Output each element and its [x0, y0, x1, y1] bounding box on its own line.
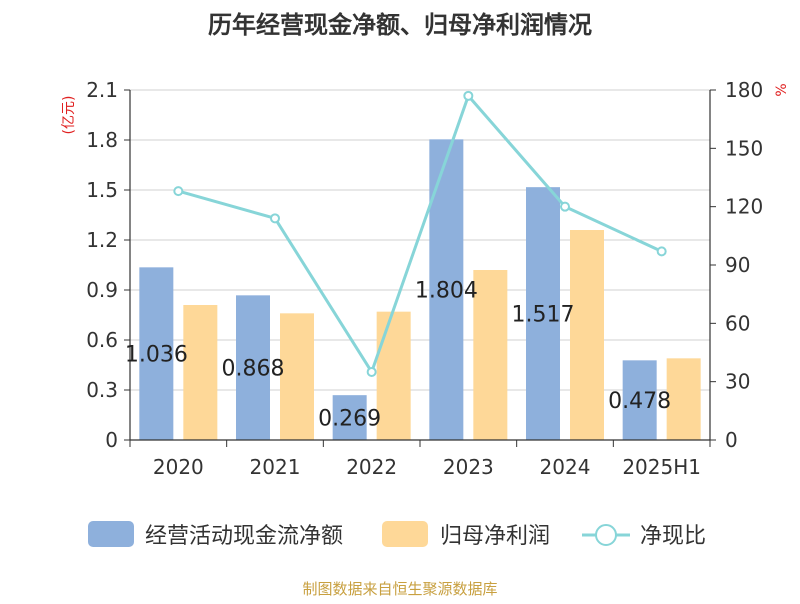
left-axis-tick-label: 1.5: [86, 178, 118, 202]
left-axis-unit: (亿元): [61, 96, 77, 135]
source-note: 制图数据来自恒生聚源数据库: [302, 580, 497, 598]
legend-label: 归母净利润: [440, 524, 550, 549]
bars-layer: [139, 139, 701, 441]
x-axis-tick-label: 2024: [540, 455, 591, 479]
right-axis-tick-label: 0: [725, 428, 738, 452]
left-axis-tick-label: 0.9: [86, 278, 118, 302]
right-axis-unit: %: [774, 83, 790, 96]
data-label: 0.269: [318, 407, 381, 432]
left-axis-tick-label: 2.1: [86, 78, 118, 102]
right-axis-tick-label: 120: [725, 195, 763, 219]
bar-net-profit: [183, 305, 218, 440]
grid-lines: [130, 89, 710, 441]
left-axis-tick-label: 0.6: [86, 328, 118, 352]
line-point: [560, 201, 570, 212]
data-label: 1.804: [415, 279, 478, 304]
bar-net-profit: [666, 358, 701, 440]
bar-net-profit: [473, 270, 508, 440]
right-axis-tick-label: 90: [725, 253, 750, 277]
x-axis-tick-label: 2022: [346, 455, 397, 479]
bar-operating-cashflow: [236, 295, 270, 440]
line-net-cash-ratio: [177, 92, 663, 376]
bar-net-profit: [376, 311, 411, 440]
bar-net-profit: [280, 313, 314, 440]
line-series-layer: [173, 90, 667, 377]
chart-title: 历年经营现金净额、归母净利润情况: [208, 11, 592, 39]
right-axis-tick-label: 30: [725, 370, 750, 394]
left-axis-tick-label: 0: [105, 428, 118, 452]
bar-operating-cashflow: [332, 395, 367, 440]
left-axis-tick-label: 0.3: [86, 378, 118, 402]
x-axis-tick-label: 2023: [443, 455, 494, 479]
left-axis-tick-label: 1.8: [86, 128, 118, 152]
bar-operating-cashflow: [622, 360, 657, 440]
data-labels-layer: 1.036 0.868 0.269 1.804 1.517 0.478: [125, 279, 671, 432]
legend-label: 净现比: [640, 524, 706, 549]
left-axis-tick-label: 1.2: [86, 228, 118, 252]
right-axis-tick-label: 60: [725, 311, 750, 335]
line-point: [463, 90, 474, 101]
data-label: 1.036: [125, 343, 188, 368]
data-label: 0.868: [222, 357, 285, 382]
legend-swatch-bar1: [88, 521, 134, 547]
data-label: 0.478: [608, 389, 671, 414]
line-point: [173, 186, 184, 197]
bar-net-profit: [570, 230, 604, 440]
legend-swatch-bar2: [382, 521, 428, 547]
x-axis-tick-label: 2021: [250, 455, 301, 479]
x-axis-tick-label: 2025H1: [622, 455, 701, 479]
line-point: [366, 366, 377, 377]
right-axis-tick-label: 180: [725, 78, 763, 102]
legend-label: 经营活动现金流净额: [145, 524, 343, 549]
bar-operating-cashflow: [526, 187, 560, 440]
legend[interactable]: 经营活动现金流净额 归母净利润 净现比: [88, 521, 706, 549]
legend-marker-line: [595, 524, 617, 546]
x-axis-tick-label: 2020: [153, 455, 204, 479]
axes-layer: 0 0.3 0.6 0.9 1.2 1.5 1.8 2.1 0 30 60 90 120 150 180 20…: [86, 78, 763, 479]
bar-operating-cashflow: [139, 267, 174, 440]
data-label: 1.517: [512, 303, 575, 328]
line-point: [270, 213, 280, 224]
line-point: [656, 246, 667, 257]
right-axis-tick-label: 150: [725, 136, 763, 160]
